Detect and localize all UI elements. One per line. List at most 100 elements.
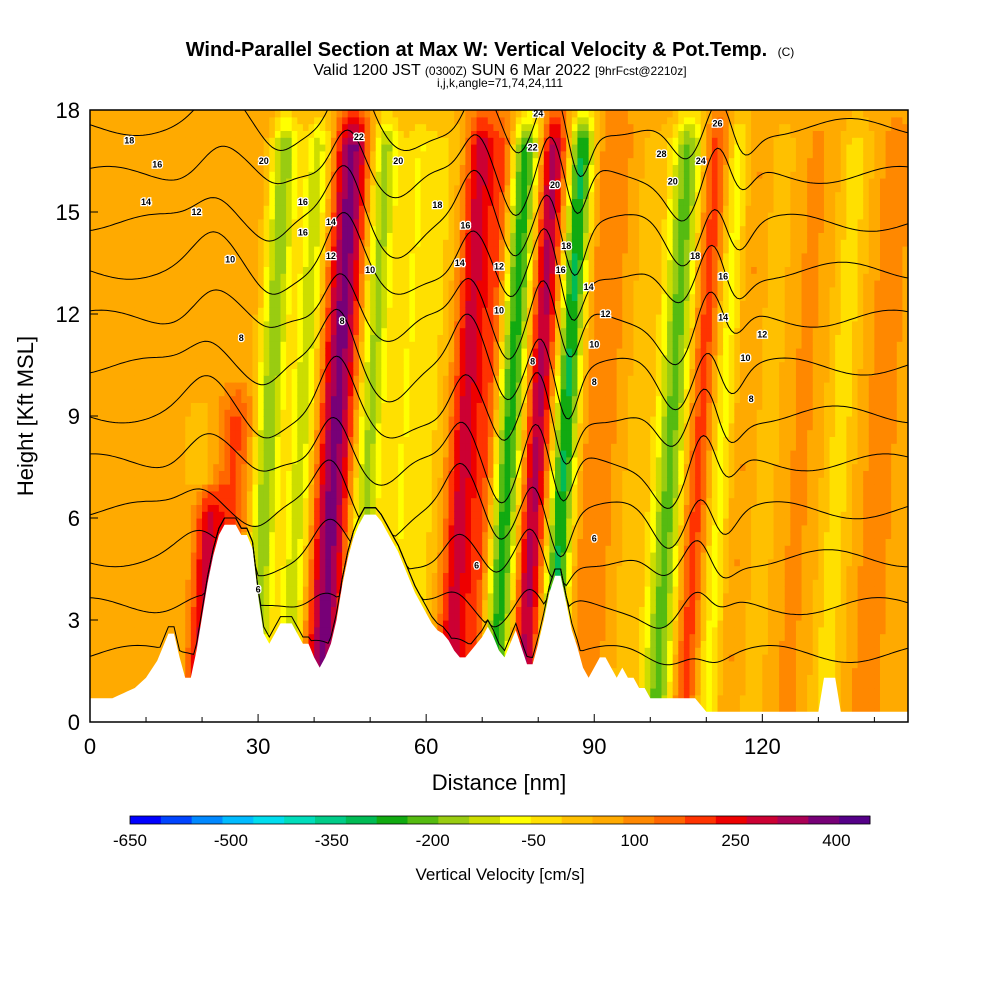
velocity-cell [146, 280, 153, 288]
velocity-cell [364, 375, 371, 383]
velocity-cell [392, 218, 399, 227]
velocity-cell [162, 388, 170, 397]
velocity-cell [213, 409, 220, 417]
velocity-cell [319, 429, 326, 437]
velocity-cell [297, 402, 304, 410]
velocity-cell [129, 592, 136, 601]
velocity-cell [330, 259, 338, 267]
velocity-cell [118, 157, 125, 165]
velocity-cell [162, 422, 170, 431]
velocity-cell [353, 246, 360, 254]
velocity-cell [140, 660, 147, 669]
velocity-cell [353, 511, 360, 519]
velocity-cell [258, 524, 265, 533]
velocity-cell [202, 116, 209, 125]
velocity-cell [140, 463, 147, 471]
velocity-cell [269, 484, 276, 492]
velocity-cell [213, 436, 220, 444]
velocity-cell [258, 164, 265, 172]
velocity-cell [140, 320, 147, 329]
velocity-cell [90, 110, 97, 118]
velocity-cell [134, 266, 142, 274]
velocity-cell [381, 436, 388, 444]
velocity-cell [392, 307, 399, 315]
velocity-cell [252, 184, 259, 193]
velocity-cell [112, 157, 119, 165]
velocity-cell [112, 654, 119, 662]
velocity-cell [179, 280, 186, 288]
velocity-cell [235, 341, 242, 349]
velocity-cell [146, 218, 153, 227]
velocity-cell [364, 164, 371, 172]
velocity-cell [202, 504, 209, 512]
velocity-cell [280, 382, 287, 390]
velocity-cell [342, 184, 349, 193]
velocity-cell [392, 205, 399, 213]
velocity-cell [302, 307, 310, 315]
velocity-cell [347, 450, 354, 458]
velocity-cell [162, 327, 170, 335]
velocity-cell [342, 225, 349, 233]
velocity-cell [297, 450, 304, 458]
velocity-cell [118, 320, 125, 329]
velocity-cell [330, 130, 338, 138]
velocity-cell [218, 348, 226, 356]
velocity-cell [123, 436, 130, 444]
velocity-cell [263, 266, 270, 274]
velocity-cell [308, 246, 315, 254]
velocity-cell [157, 579, 164, 587]
velocity-cell [269, 341, 276, 349]
velocity-cell [336, 218, 343, 227]
velocity-cell [342, 443, 349, 451]
velocity-cell [162, 341, 170, 349]
velocity-cell [241, 157, 248, 165]
velocity-cell [123, 545, 130, 553]
velocity-cell [129, 402, 136, 410]
velocity-cell [319, 558, 326, 567]
velocity-cell [157, 490, 164, 499]
subtitle-utc-time: (0300Z) [425, 64, 467, 78]
velocity-cell [146, 660, 153, 669]
velocity-cell [179, 565, 186, 573]
velocity-cell [134, 538, 142, 546]
velocity-cell [151, 558, 158, 567]
velocity-cell [353, 286, 360, 295]
velocity-cell [95, 178, 102, 186]
velocity-cell [308, 239, 315, 247]
velocity-cell [224, 368, 231, 376]
velocity-cell [370, 144, 377, 152]
velocity-cell [196, 171, 203, 179]
velocity-cell [129, 518, 136, 526]
velocity-cell [157, 307, 164, 315]
velocity-cell [174, 375, 181, 383]
velocity-cell [336, 123, 343, 131]
velocity-cell [185, 348, 192, 356]
velocity-cell [386, 477, 394, 485]
velocity-cell [151, 579, 158, 587]
velocity-cell [314, 286, 321, 295]
velocity-cell [353, 198, 360, 206]
velocity-cell [118, 456, 125, 465]
velocity-cell [246, 334, 254, 342]
velocity-cell [347, 320, 354, 329]
velocity-cell [263, 307, 270, 315]
velocity-cell [118, 123, 125, 131]
velocity-cell [134, 620, 142, 628]
velocity-cell [101, 314, 108, 322]
velocity-cell [258, 246, 265, 254]
velocity-cell [90, 667, 97, 675]
velocity-cell [112, 579, 119, 587]
velocity-cell [190, 558, 198, 567]
velocity-cell [336, 416, 343, 424]
velocity-cell [196, 416, 203, 424]
velocity-cell [269, 361, 276, 369]
velocity-cell [252, 518, 259, 526]
velocity-cell [168, 266, 175, 274]
velocity-cell [101, 184, 108, 193]
velocity-cell [319, 334, 326, 342]
velocity-cell [274, 490, 282, 499]
velocity-cell [90, 504, 97, 512]
velocity-cell [252, 504, 259, 512]
velocity-cell [258, 280, 265, 288]
velocity-cell [246, 191, 254, 199]
